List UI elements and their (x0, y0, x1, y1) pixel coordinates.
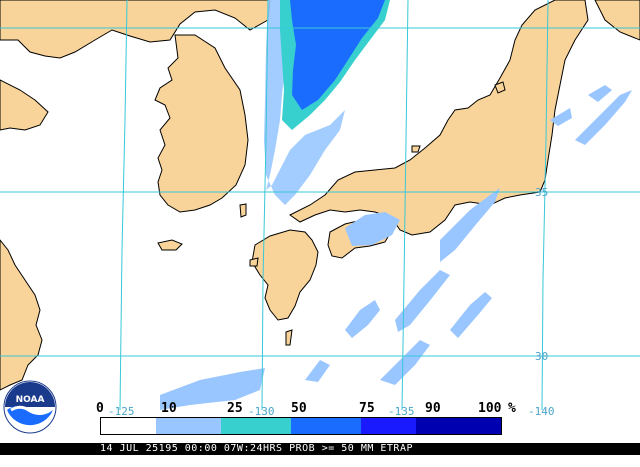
footer-text: 14 JUL 25195 00:00 07W:24HRS PROB >= 50 … (100, 443, 413, 454)
grid-label-lon-125: -125 (108, 405, 135, 418)
prob-25-streak-3 (395, 270, 450, 332)
legend-unit: % (508, 401, 516, 416)
island-tsushima (239, 203, 247, 218)
legend-tick-0: 0 (96, 401, 104, 416)
grid-lon-125 (119, 0, 128, 411)
prob-25-streak-9 (305, 360, 330, 382)
legend-swatch-75-90 (361, 418, 416, 435)
noaa-logo-text: NOAA (16, 395, 45, 405)
prob-25-streak-10 (550, 108, 572, 126)
landmass-kyushu (251, 229, 319, 321)
land-layer (0, 0, 640, 391)
legend-tick-75: 75 (359, 401, 375, 416)
grid-label-lon-140: -140 (528, 405, 555, 418)
grid-lon-130 (261, 0, 269, 411)
prob-25-streak-8 (450, 292, 492, 338)
legend-frame (100, 417, 502, 435)
weather-map (0, 0, 640, 411)
prob-25-streak-7 (380, 340, 430, 385)
grid-label-lat-35: 35 (535, 186, 549, 199)
prob-25-streak-1 (440, 188, 500, 262)
legend-swatch-90-100 (416, 418, 501, 435)
landmass-west-coast (0, 79, 49, 131)
island-jeju (157, 239, 183, 251)
legend-tick-90: 90 (425, 401, 441, 416)
noaa-logo: NOAA (3, 380, 57, 434)
prob-25-streak-4 (575, 90, 632, 145)
prob-25-shikoku (345, 212, 400, 246)
island-goto (249, 257, 259, 267)
island-sado (494, 81, 506, 94)
prob-25-streak-2 (345, 300, 380, 338)
legend-swatch-50-75 (291, 418, 361, 435)
grid-label-lon-130: -130 (248, 405, 275, 418)
landmass-hokkaido (594, 0, 640, 41)
grid-label-lon-135: -135 (388, 405, 415, 418)
landmass-china-east (0, 239, 43, 391)
legend-tick-25: 25 (227, 401, 243, 416)
legend-tick-10: 10 (161, 401, 177, 416)
island-tanegashima (285, 329, 293, 346)
landmass-honshu (289, 0, 589, 236)
grid-lon-135 (401, 0, 409, 411)
grid-label-lat-30: 30 (535, 350, 549, 363)
prob-25-streak-6 (160, 368, 265, 410)
legend-tick-50: 50 (291, 401, 307, 416)
lat-lon-grid (0, 0, 640, 411)
legend-swatch-25-50 (221, 418, 291, 435)
legend-tick-100: 100 (478, 401, 502, 416)
legend-swatch-0-10 (101, 418, 156, 435)
grid-lon-140 (541, 0, 549, 411)
landmass-korea (154, 34, 249, 213)
island-oki (411, 145, 421, 153)
prob-25-streak-5 (588, 85, 612, 102)
legend-swatch-10-25 (156, 418, 221, 435)
footer-bar: 14 JUL 25195 00:00 07W:24HRS PROB >= 50 … (0, 443, 640, 455)
